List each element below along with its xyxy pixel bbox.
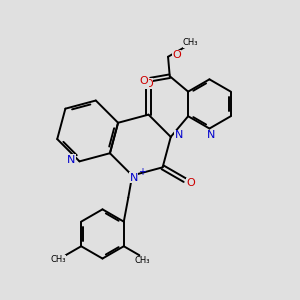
Text: O: O (186, 178, 195, 188)
Text: N: N (130, 173, 138, 183)
Text: CH₃: CH₃ (135, 256, 150, 265)
Text: O: O (172, 50, 181, 60)
Text: +: + (138, 167, 146, 177)
Text: CH₃: CH₃ (183, 38, 199, 47)
Text: CH₃: CH₃ (50, 255, 66, 264)
Text: N: N (207, 130, 215, 140)
Text: O: O (144, 79, 153, 89)
Text: N: N (175, 130, 183, 140)
Text: N: N (67, 155, 75, 165)
Text: O: O (140, 76, 148, 86)
